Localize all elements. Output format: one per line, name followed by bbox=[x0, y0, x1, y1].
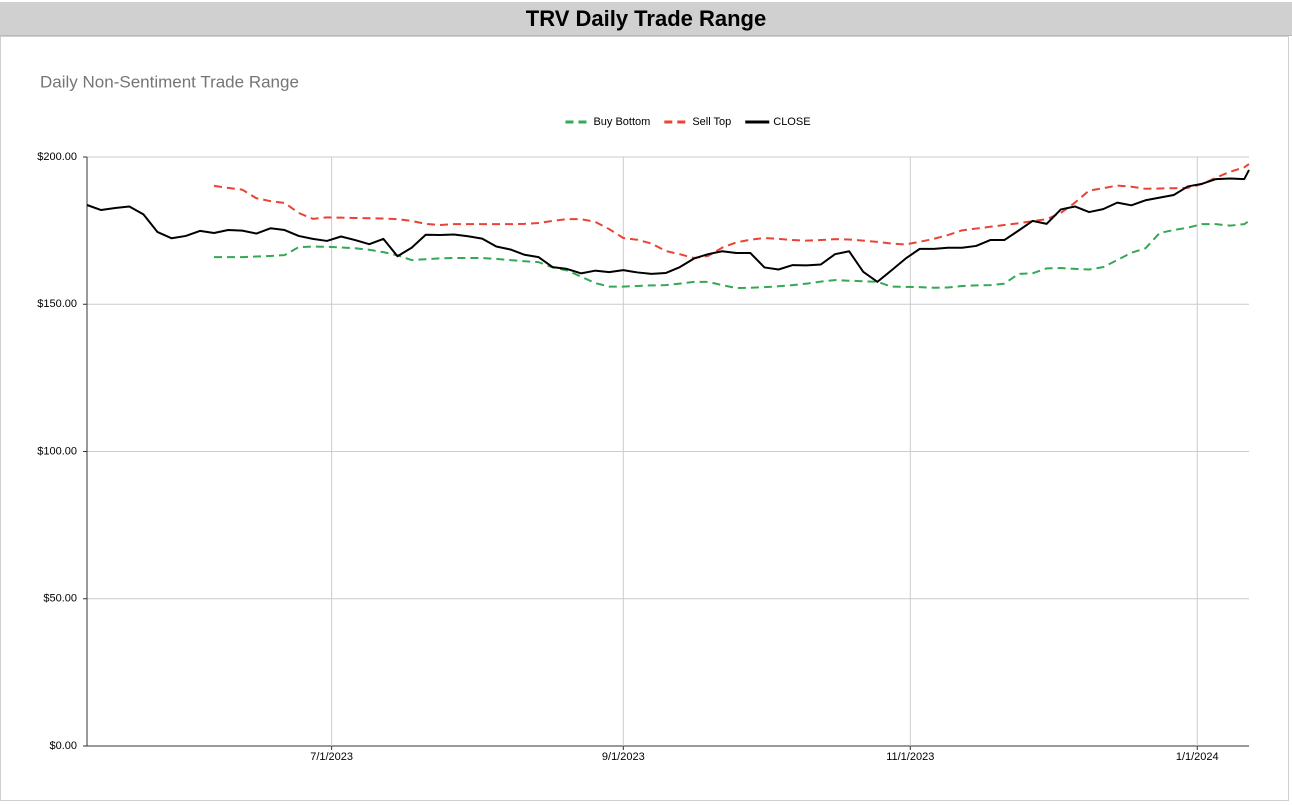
series-line bbox=[214, 220, 1250, 290]
chart-frame bbox=[0, 36, 1289, 801]
y-tick-label: $50.00 bbox=[43, 593, 77, 605]
x-tick-label: 7/1/2023 bbox=[310, 751, 353, 763]
chart-subtitle: Daily Non-Sentiment Trade Range bbox=[40, 72, 299, 91]
x-tick-label: 1/1/2024 bbox=[1176, 751, 1219, 763]
legend-label: Sell Top bbox=[692, 116, 731, 128]
y-tick-label: $0.00 bbox=[49, 740, 77, 752]
y-tick-label: $150.00 bbox=[37, 298, 77, 310]
series-line bbox=[86, 169, 1250, 283]
y-tick-label: $200.00 bbox=[37, 151, 77, 163]
chart-title: TRV Daily Trade Range bbox=[0, 2, 1292, 36]
x-tick-label: 9/1/2023 bbox=[602, 751, 645, 763]
x-tick-label: 11/1/2023 bbox=[886, 751, 934, 763]
y-tick-label: $100.00 bbox=[37, 445, 77, 457]
legend-label: CLOSE bbox=[773, 116, 810, 128]
series-line bbox=[213, 163, 1250, 260]
legend-label: Buy Bottom bbox=[593, 116, 650, 128]
